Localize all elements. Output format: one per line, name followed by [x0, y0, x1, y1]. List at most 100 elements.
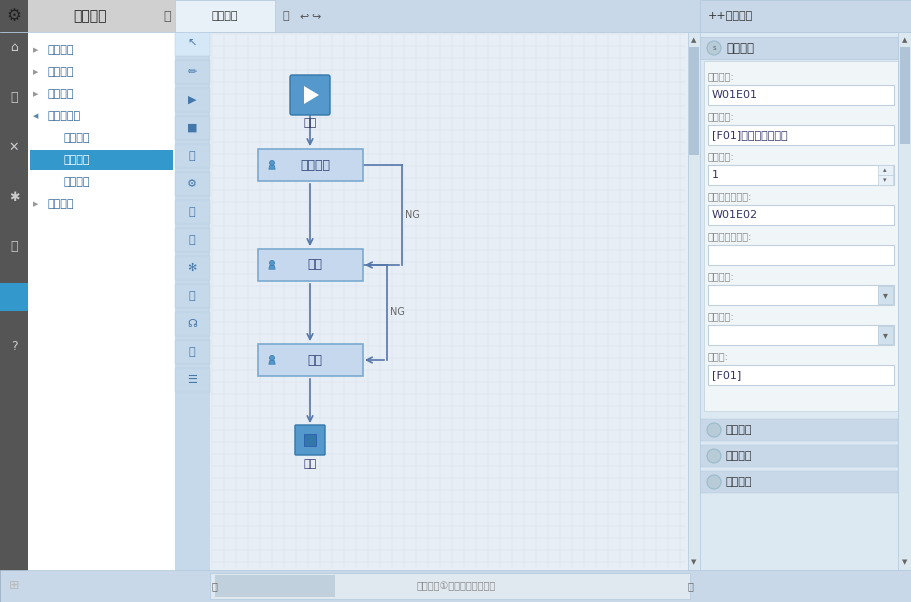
Text: ?: ? — [11, 341, 17, 353]
FancyBboxPatch shape — [707, 165, 893, 185]
Text: W01E01: W01E01 — [711, 90, 757, 100]
Text: ▶: ▶ — [34, 47, 38, 53]
FancyBboxPatch shape — [210, 0, 700, 602]
Text: ↩: ↩ — [299, 11, 308, 21]
Text: 1: 1 — [711, 170, 718, 180]
Text: 请假流程: 请假流程 — [211, 11, 238, 21]
Text: 💾: 💾 — [282, 11, 290, 21]
Text: ✱: ✱ — [9, 190, 19, 203]
Circle shape — [270, 261, 274, 265]
Text: 📦: 📦 — [189, 347, 195, 357]
Text: 批准: 批准 — [307, 353, 322, 367]
FancyBboxPatch shape — [707, 325, 893, 345]
Text: NG: NG — [404, 210, 419, 220]
Text: 流程触发: 流程触发 — [725, 425, 752, 435]
Polygon shape — [269, 166, 275, 169]
FancyBboxPatch shape — [700, 0, 911, 602]
Text: 流程日志: 流程日志 — [64, 177, 90, 187]
Text: 🕐: 🕐 — [189, 235, 195, 245]
FancyBboxPatch shape — [700, 445, 897, 467]
Text: 事件序号:: 事件序号: — [707, 151, 734, 161]
FancyBboxPatch shape — [707, 85, 893, 105]
Text: ▶: ▶ — [188, 95, 196, 105]
FancyBboxPatch shape — [688, 47, 698, 155]
Text: ↪: ↪ — [311, 11, 320, 21]
FancyBboxPatch shape — [0, 0, 28, 32]
Text: 审核: 审核 — [307, 258, 322, 272]
Text: 事件名称:: 事件名称: — [707, 111, 734, 121]
FancyBboxPatch shape — [258, 344, 363, 376]
Text: 👤: 👤 — [10, 241, 17, 253]
Text: 💬: 💬 — [189, 207, 195, 217]
Text: s: s — [711, 45, 715, 51]
Polygon shape — [303, 86, 319, 104]
Text: ⚙: ⚙ — [187, 179, 197, 189]
FancyBboxPatch shape — [303, 434, 315, 446]
Text: 开始: 开始 — [303, 118, 316, 128]
Text: 通过后转向事件:: 通过后转向事件: — [707, 191, 752, 201]
Text: 基本资料: 基本资料 — [725, 42, 753, 55]
Text: 〈: 〈 — [211, 581, 218, 591]
Text: ▼: ▼ — [691, 559, 696, 565]
FancyBboxPatch shape — [175, 312, 210, 336]
Circle shape — [706, 41, 721, 55]
Text: 🗣: 🗣 — [10, 90, 17, 104]
Text: [F01]提交的请假申请: [F01]提交的请假申请 — [711, 130, 787, 140]
Text: ▲: ▲ — [901, 37, 906, 43]
Text: ▶: ▶ — [34, 201, 38, 207]
Text: 〈: 〈 — [163, 10, 170, 22]
FancyBboxPatch shape — [175, 368, 210, 392]
Circle shape — [706, 449, 721, 463]
FancyBboxPatch shape — [210, 573, 690, 599]
FancyBboxPatch shape — [687, 32, 700, 570]
Text: W01E02: W01E02 — [711, 210, 757, 220]
FancyBboxPatch shape — [877, 165, 892, 175]
Text: 日志管理: 日志管理 — [48, 199, 75, 209]
FancyBboxPatch shape — [703, 61, 897, 411]
Circle shape — [706, 475, 721, 489]
FancyBboxPatch shape — [0, 0, 28, 602]
FancyBboxPatch shape — [290, 75, 330, 115]
FancyBboxPatch shape — [877, 326, 892, 344]
FancyBboxPatch shape — [899, 47, 909, 144]
FancyBboxPatch shape — [175, 0, 700, 32]
Text: 执行人:: 执行人: — [707, 351, 728, 361]
Polygon shape — [269, 361, 275, 364]
Text: ▼: ▼ — [901, 559, 906, 565]
Text: ✻: ✻ — [187, 263, 197, 273]
FancyBboxPatch shape — [700, 419, 897, 441]
FancyBboxPatch shape — [28, 0, 175, 32]
FancyBboxPatch shape — [175, 284, 210, 308]
Text: 执行角色:: 执行角色: — [707, 311, 734, 321]
Text: ▾: ▾ — [882, 330, 886, 340]
FancyBboxPatch shape — [258, 149, 363, 181]
Text: ◀: ◀ — [34, 113, 38, 119]
FancyBboxPatch shape — [707, 125, 893, 145]
Polygon shape — [269, 265, 275, 269]
FancyBboxPatch shape — [877, 175, 892, 185]
FancyBboxPatch shape — [175, 32, 210, 56]
FancyBboxPatch shape — [707, 365, 893, 385]
Text: ✕: ✕ — [9, 140, 19, 154]
Text: 〉: 〉 — [687, 581, 693, 591]
Text: 提交申请: 提交申请 — [300, 158, 330, 172]
FancyBboxPatch shape — [700, 0, 911, 32]
FancyBboxPatch shape — [28, 0, 175, 602]
FancyBboxPatch shape — [877, 286, 892, 304]
FancyBboxPatch shape — [707, 245, 893, 265]
FancyBboxPatch shape — [294, 425, 324, 455]
FancyBboxPatch shape — [175, 256, 210, 280]
Circle shape — [706, 423, 721, 437]
FancyBboxPatch shape — [30, 150, 173, 170]
Text: 👤: 👤 — [189, 151, 195, 161]
FancyBboxPatch shape — [175, 88, 210, 112]
FancyBboxPatch shape — [175, 0, 210, 602]
Text: ⚙: ⚙ — [6, 7, 22, 25]
FancyBboxPatch shape — [175, 0, 275, 32]
FancyBboxPatch shape — [707, 285, 893, 305]
Text: ↖: ↖ — [187, 39, 197, 49]
FancyBboxPatch shape — [707, 205, 893, 225]
Text: ▾: ▾ — [882, 177, 885, 183]
Circle shape — [270, 161, 274, 166]
Text: 流程选项: 流程选项 — [725, 477, 752, 487]
